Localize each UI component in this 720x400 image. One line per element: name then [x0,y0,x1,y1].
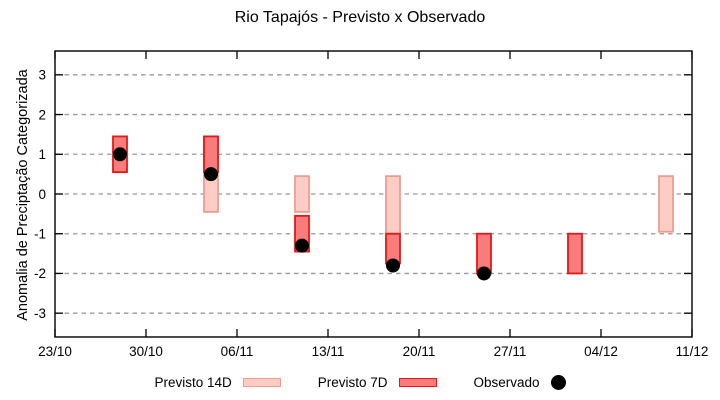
x-tick-label: 30/10 [129,344,163,359]
observado-dot [204,167,218,182]
previsto-7d-bar [203,135,219,174]
observado-dot [386,258,400,273]
previsto-14d-bar [385,175,401,235]
tick-labels-group: -3 -2 -1 0 1 2 3 23/10 30/10 06/11 13/11 20/11 27/11… [34,68,708,359]
chart-title: Rio Tapajós - Previsto x Observado [234,9,486,26]
y-tick-label: 3 [38,68,46,83]
x-tick-label: 23/10 [38,344,72,359]
plot-border [54,50,693,338]
legend-item-previsto-7d: Previsto 7D [318,375,437,390]
y-tick-label: -1 [34,227,46,242]
y-tick-label: 0 [38,187,46,202]
observado-dot-icon [550,374,566,390]
legend: Previsto 14D Previsto 7D Observado [0,369,720,395]
previsto-14d-swatch-icon [242,377,281,387]
previsto-7d-bar [567,232,583,275]
legend-item-observado: Observado [473,374,566,390]
bars-group [112,135,674,275]
x-tick-label: 11/12 [676,344,709,359]
observado-dot [295,238,309,253]
observado-dot [113,147,127,162]
legend-label-previsto-7d: Previsto 7D [317,374,388,390]
previsto-14d-bar [658,175,674,233]
y-tick-label: 2 [38,107,46,122]
observed-dots-group [113,147,491,281]
legend-item-previsto-14d: Previsto 14D [154,374,281,390]
previsto-14d-bar [294,175,310,213]
y-tick-label: -3 [34,306,46,321]
x-tick-label: 20/11 [403,344,436,359]
legend-label-previsto-14d: Previsto 14D [154,374,232,390]
x-tick-label: 27/11 [494,344,527,359]
x-tick-label: 13/11 [312,344,345,359]
y-tick-label: 1 [38,147,46,162]
previsto-7d-swatch-icon [398,377,437,387]
gridlines-group [56,74,691,314]
axes-group [54,50,693,338]
legend-label-observado: Observado [473,374,540,390]
x-tick-label: 04/12 [584,344,618,359]
y-tick-label: -2 [34,266,46,281]
observado-dot [477,266,491,281]
x-tick-label: 06/11 [221,344,254,359]
